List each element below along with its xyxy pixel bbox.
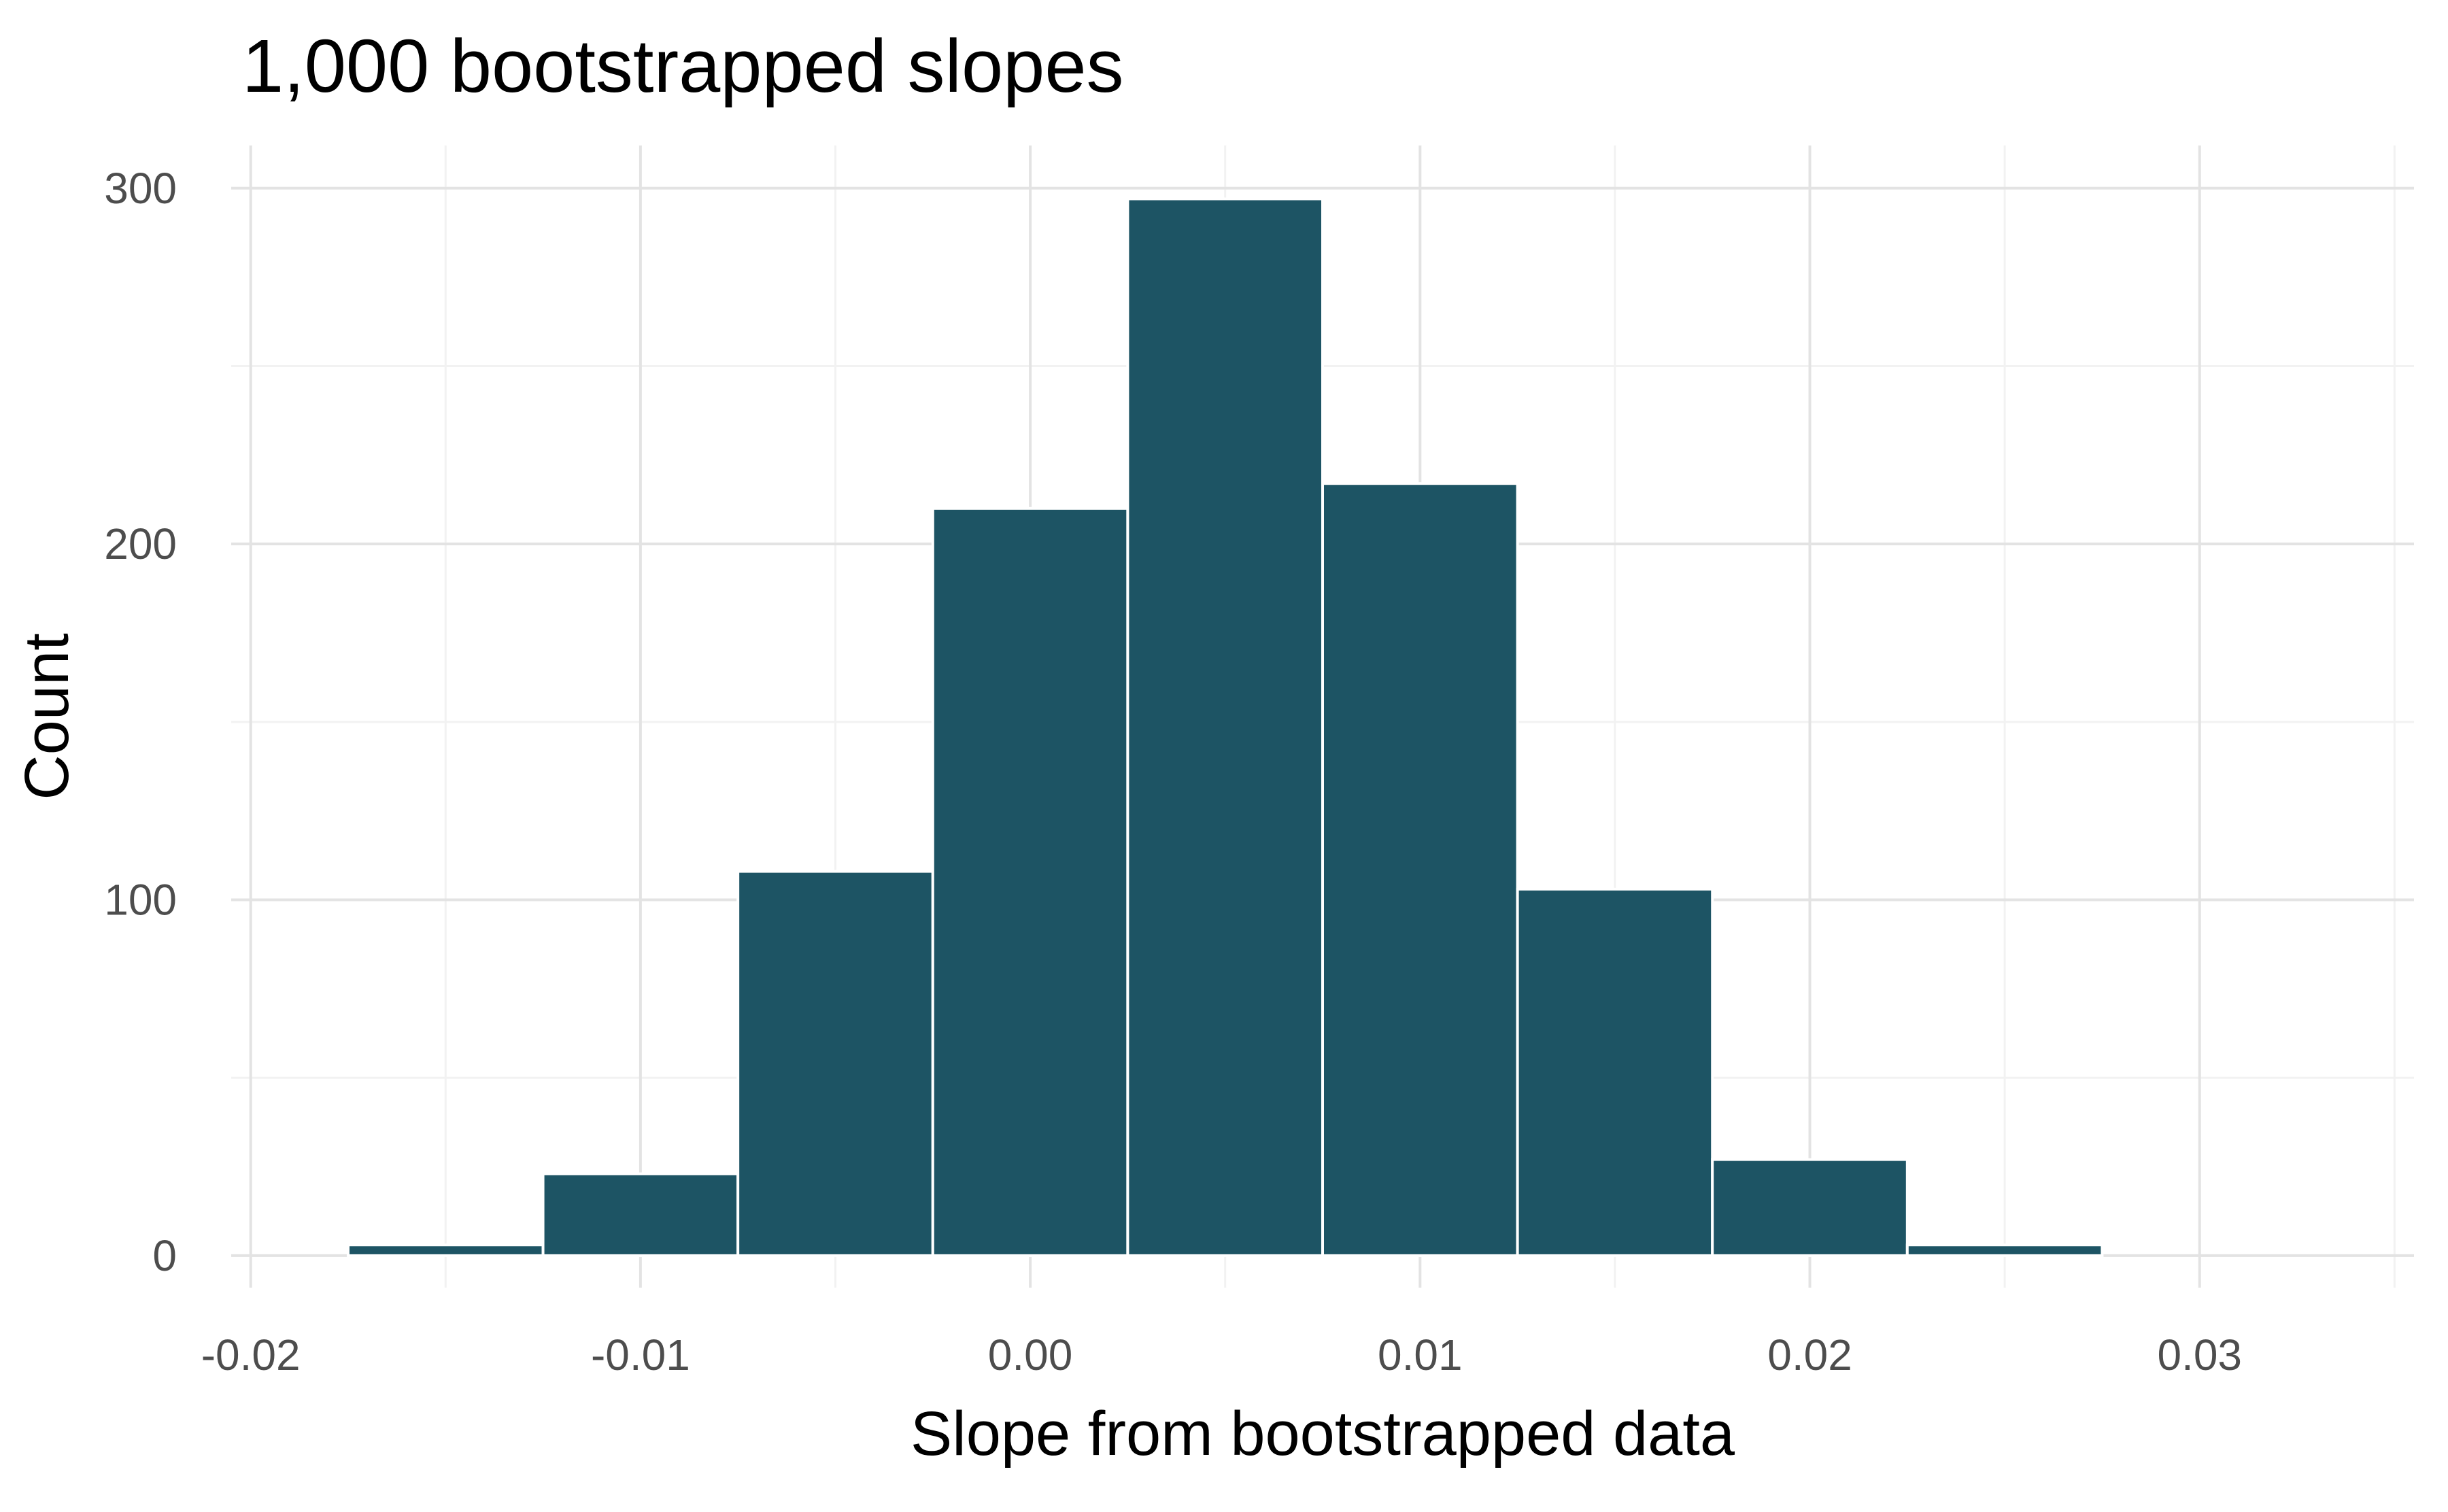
x-tick-label: 0.03 (2157, 1330, 2242, 1379)
x-tick-label: -0.02 (201, 1330, 301, 1379)
x-tick-label: 0.02 (1767, 1330, 1852, 1379)
histogram-bar (1905, 1243, 2104, 1257)
y-tick-label: 300 (104, 164, 177, 213)
y-axis-title: Count (12, 633, 82, 800)
histogram-bar (736, 870, 934, 1257)
histogram-bar (346, 1243, 545, 1257)
y-tick-label: 200 (104, 519, 177, 568)
histogram-bar (541, 1172, 740, 1257)
x-tick-label: 0.00 (988, 1330, 1073, 1379)
x-axis-title: Slope from bootstrapped data (911, 1399, 1735, 1468)
y-tick-label: 0 (152, 1231, 177, 1280)
histogram-bar (1711, 1158, 1909, 1257)
chart-title: 1,000 bootstrapped slopes (242, 24, 1124, 108)
y-tick-label: 100 (104, 876, 177, 925)
histogram-bar (1516, 887, 1714, 1257)
histogram-bar (1126, 197, 1324, 1257)
histogram-bar (1321, 482, 1519, 1257)
x-tick-label: -0.01 (591, 1330, 690, 1379)
x-tick-label: 0.01 (1378, 1330, 1463, 1379)
histogram-bar (931, 506, 1129, 1257)
